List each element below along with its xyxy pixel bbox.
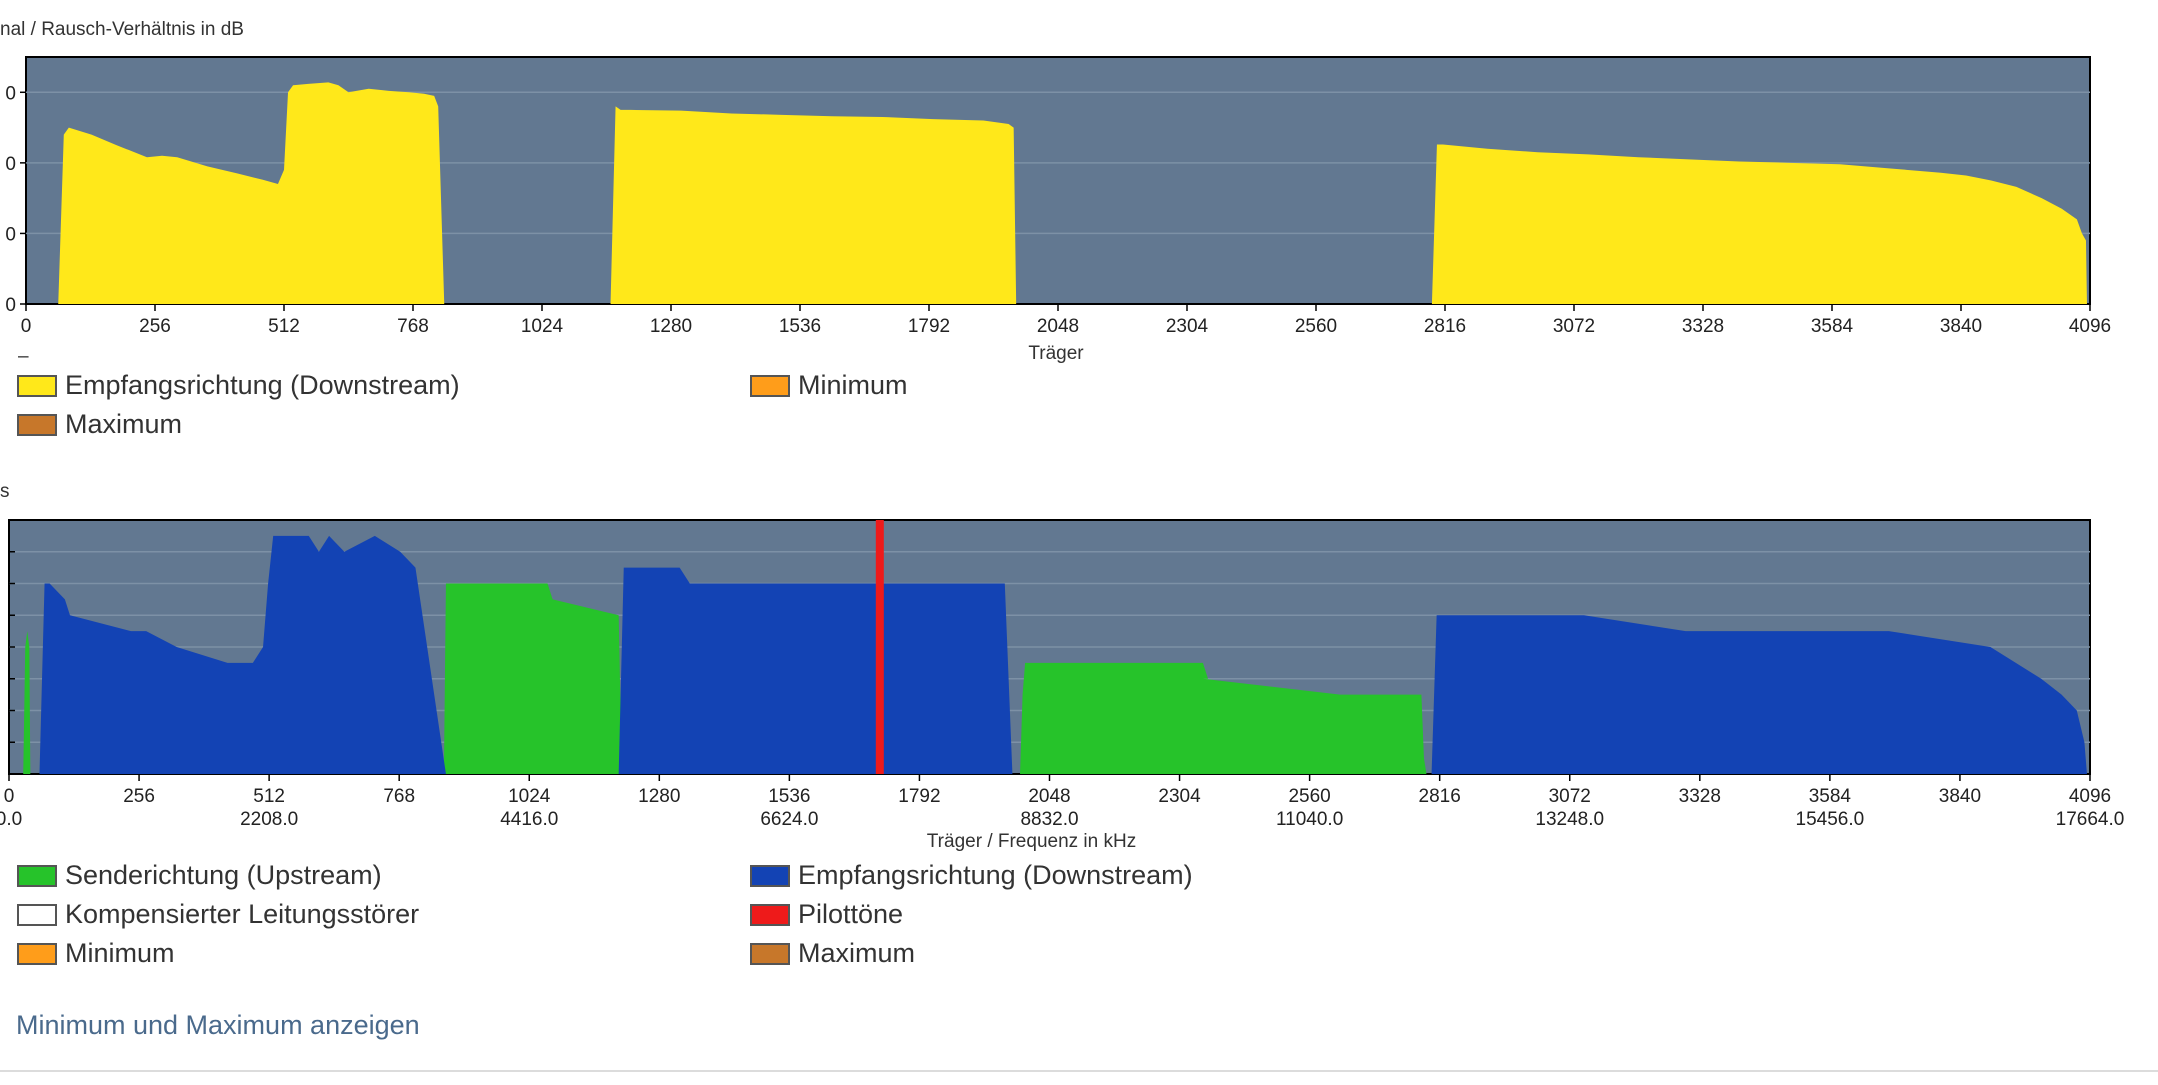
bits-x-tick-label-6: 1536 bbox=[768, 786, 810, 807]
legend-swatch-downstream bbox=[750, 864, 790, 887]
bits-x-tick-label-12: 3072 bbox=[1549, 786, 1591, 807]
bits-x-tick-label-16: 4096 bbox=[2069, 786, 2111, 807]
legend-item-downstream[interactable]: Empfangsrichtung (Downstream) bbox=[750, 858, 1483, 893]
snr-x-tick-label-6: 1536 bbox=[779, 316, 821, 337]
snr-x-tick-label-2: 512 bbox=[268, 316, 300, 337]
snr-y-tick-label-2: 0 bbox=[5, 224, 16, 245]
snr-series-downstream bbox=[58, 82, 2087, 304]
snr-x-tick-label-3: 768 bbox=[397, 316, 429, 337]
bits-x-axis-title: Träger / Frequenz in kHz bbox=[927, 831, 1136, 852]
legend-label: Empfangsrichtung (Downstream) bbox=[798, 860, 1193, 890]
snr-marker: – bbox=[18, 346, 29, 367]
legend-item-pilot[interactable]: Pilottöne bbox=[750, 897, 1483, 932]
bits-x-tick-label-10: 2560 bbox=[1288, 786, 1330, 807]
legend-item-bits-maximum[interactable]: Maximum bbox=[750, 936, 1483, 971]
bits-khz-tick-label-8: 17664.0 bbox=[2056, 809, 2125, 830]
bits-x-tick-label-14: 3584 bbox=[1809, 786, 1852, 807]
legend-swatch-upstream bbox=[17, 864, 57, 887]
snr-x-tick-label-13: 3328 bbox=[1682, 316, 1724, 337]
legend-label: Kompensierter Leitungsstörer bbox=[65, 899, 420, 929]
snr-x-tick-label-12: 3072 bbox=[1553, 316, 1595, 337]
bits-khz-tick-label-3: 6624.0 bbox=[760, 809, 818, 830]
legend-label: Minimum bbox=[798, 370, 908, 400]
legend-label: Maximum bbox=[798, 938, 916, 968]
bits-x-tick-label-11: 2816 bbox=[1419, 786, 1461, 807]
bits-khz-tick-label-5: 11040.0 bbox=[1276, 809, 1343, 830]
snr-x-tick-label-11: 2816 bbox=[1424, 316, 1466, 337]
bits-khz-tick-label-6: 13248.0 bbox=[1535, 809, 1604, 830]
snr-x-tick-label-5: 1280 bbox=[650, 316, 692, 337]
bits-series-upstream bbox=[23, 583, 1427, 774]
snr-x-tick-label-4: 1024 bbox=[521, 316, 564, 337]
bits-x-tick-label-4: 1024 bbox=[508, 786, 551, 807]
legend-label: Pilottöne bbox=[798, 899, 904, 929]
bits-pilot-tone bbox=[875, 520, 884, 774]
legend-item-bits-minimum[interactable]: Minimum bbox=[17, 936, 750, 971]
bits-x-tick-label-15: 3840 bbox=[1939, 786, 1981, 807]
snr-x-tick-label-0: 0 bbox=[21, 316, 32, 337]
bits-x-tick-label-13: 3328 bbox=[1679, 786, 1721, 807]
legend-label: Empfangsrichtung (Downstream) bbox=[65, 370, 460, 400]
bits-x-tick-label-9: 2304 bbox=[1158, 786, 1201, 807]
snr-y-tick-label-1: 0 bbox=[5, 154, 16, 175]
snr-y-tick-label-3: 0 bbox=[5, 295, 16, 316]
legend-item-snr-downstream[interactable]: Empfangsrichtung (Downstream) bbox=[17, 368, 750, 403]
legend-swatch-snr-minimum bbox=[750, 374, 790, 397]
snr-x-tick-label-9: 2304 bbox=[1166, 316, 1209, 337]
legend-item-snr-minimum[interactable]: Minimum bbox=[750, 368, 1483, 403]
bits-x-tick-label-3: 768 bbox=[383, 786, 415, 807]
snr-x-tick-label-15: 3840 bbox=[1940, 316, 1982, 337]
bits-x-tick-label-2: 512 bbox=[253, 786, 285, 807]
legend-swatch-bits-minimum bbox=[17, 942, 57, 965]
bits-khz-tick-label-1: 2208.0 bbox=[240, 809, 298, 830]
snr-chart-title: nal / Rausch-Verhältnis in dB bbox=[0, 19, 244, 40]
bits-series-downstream bbox=[39, 535, 2087, 774]
bits-x-tick-label-8: 2048 bbox=[1028, 786, 1070, 807]
bits-x-tick-label-7: 1792 bbox=[898, 786, 940, 807]
bits-x-tick-label-0: 0 bbox=[4, 786, 15, 807]
snr-x-tick-label-10: 2560 bbox=[1295, 316, 1337, 337]
snr-x-tick-label-8: 2048 bbox=[1037, 316, 1079, 337]
footer-divider bbox=[0, 1070, 2158, 1072]
bits-khz-tick-label-0: 0.0 bbox=[0, 809, 22, 830]
legend-item-upstream[interactable]: Senderichtung (Upstream) bbox=[17, 858, 750, 893]
bits-legend: Senderichtung (Upstream) Empfangsrichtun… bbox=[17, 858, 1517, 971]
legend-item-snr-maximum[interactable]: Maximum bbox=[17, 407, 750, 442]
legend-item-compensated[interactable]: Kompensierter Leitungsstörer bbox=[17, 897, 750, 932]
bits-x-tick-label-5: 1280 bbox=[638, 786, 680, 807]
bits-chart-title: s bbox=[0, 481, 10, 502]
snr-x-tick-label-7: 1792 bbox=[908, 316, 950, 337]
snr-x-axis-title: Träger bbox=[1028, 343, 1084, 364]
legend-swatch-snr-downstream bbox=[17, 374, 57, 397]
snr-x-tick-label-1: 256 bbox=[139, 316, 171, 337]
show-min-max-link[interactable]: Minimum und Maximum anzeigen bbox=[16, 1010, 420, 1040]
legend-swatch-compensated bbox=[17, 903, 57, 926]
bits-khz-tick-label-2: 4416.0 bbox=[500, 809, 558, 830]
legend-swatch-bits-maximum bbox=[750, 942, 790, 965]
legend-swatch-pilot bbox=[750, 903, 790, 926]
legend-label: Senderichtung (Upstream) bbox=[65, 860, 382, 890]
legend-swatch-snr-maximum bbox=[17, 413, 57, 436]
legend-label: Minimum bbox=[65, 938, 175, 968]
snr-legend: Empfangsrichtung (Downstream) Minimum Ma… bbox=[17, 368, 1517, 442]
snr-y-tick-label-0: 0 bbox=[5, 83, 16, 104]
bits-khz-tick-label-7: 15456.0 bbox=[1796, 809, 1865, 830]
legend-label: Maximum bbox=[65, 409, 183, 439]
snr-x-tick-label-14: 3584 bbox=[1811, 316, 1854, 337]
bits-chart: 0 256 512 768 1024 1280 1536 1792 2048 2304 2560 28… bbox=[0, 519, 2124, 852]
bits-x-tick-label-1: 256 bbox=[123, 786, 155, 807]
snr-x-tick-label-16: 4096 bbox=[2069, 316, 2111, 337]
bits-khz-tick-label-4: 8832.0 bbox=[1020, 809, 1078, 830]
